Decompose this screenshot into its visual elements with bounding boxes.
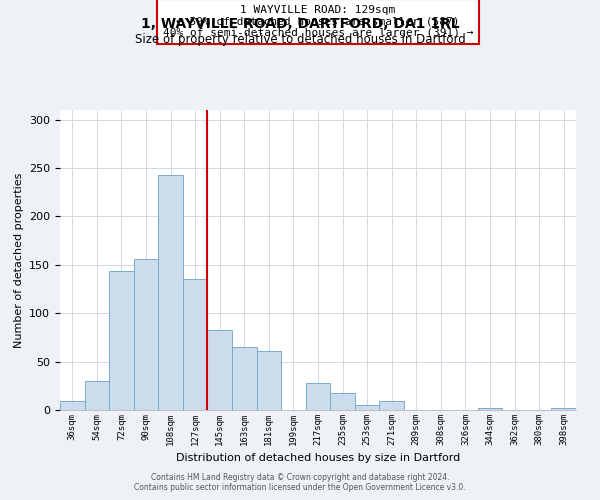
Bar [183, 280, 208, 410]
Bar [257, 351, 281, 410]
Bar [551, 408, 576, 410]
Bar [306, 383, 330, 410]
Text: 1, WAYVILLE ROAD, DARTFORD, DA1 1RL: 1, WAYVILLE ROAD, DARTFORD, DA1 1RL [140, 18, 460, 32]
Bar [478, 408, 502, 410]
Text: Contains HM Land Registry data © Crown copyright and database right 2024.
Contai: Contains HM Land Registry data © Crown c… [134, 473, 466, 492]
Y-axis label: Number of detached properties: Number of detached properties [14, 172, 23, 348]
Bar [85, 381, 109, 410]
Bar [109, 270, 134, 410]
Bar [134, 259, 158, 410]
Bar [208, 330, 232, 410]
Bar [232, 347, 257, 410]
Bar [379, 402, 404, 410]
Text: Size of property relative to detached houses in Dartford: Size of property relative to detached ho… [134, 32, 466, 46]
X-axis label: Distribution of detached houses by size in Dartford: Distribution of detached houses by size … [176, 454, 460, 464]
Bar [60, 402, 85, 410]
Bar [158, 175, 183, 410]
Bar [355, 405, 379, 410]
Text: 1 WAYVILLE ROAD: 129sqm
← 59% of detached houses are smaller (587)
40% of semi-d: 1 WAYVILLE ROAD: 129sqm ← 59% of detache… [163, 5, 473, 38]
Bar [330, 392, 355, 410]
